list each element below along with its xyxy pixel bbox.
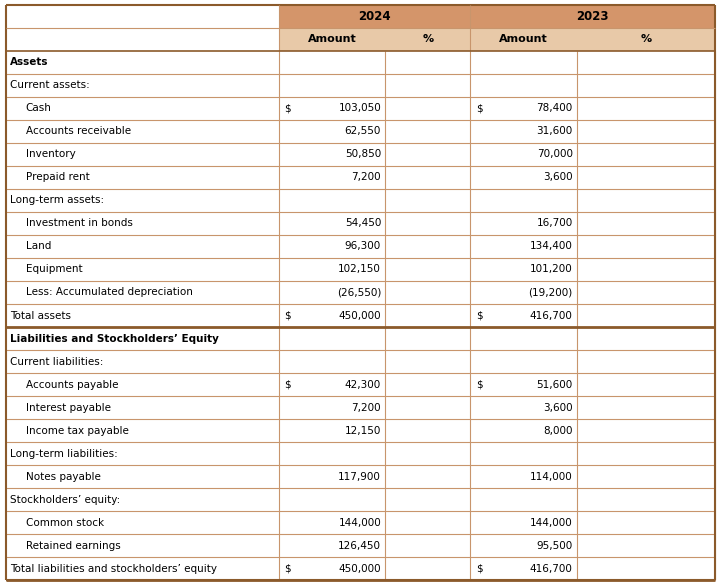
Text: 31,600: 31,600 — [536, 126, 572, 136]
Text: Current assets:: Current assets: — [10, 80, 90, 90]
Text: $: $ — [476, 564, 483, 574]
Text: Amount: Amount — [308, 34, 356, 44]
Text: 101,200: 101,200 — [530, 264, 572, 274]
Text: Income tax payable: Income tax payable — [26, 426, 128, 436]
Text: Amount: Amount — [500, 34, 548, 44]
Text: 50,850: 50,850 — [345, 149, 381, 159]
Text: Equipment: Equipment — [26, 264, 82, 274]
Text: 8,000: 8,000 — [543, 426, 572, 436]
Bar — [6, 189, 715, 212]
Text: 95,500: 95,500 — [536, 541, 572, 551]
Bar — [6, 5, 279, 27]
Text: 450,000: 450,000 — [338, 311, 381, 321]
Bar — [6, 120, 715, 143]
Text: Long-term liabilities:: Long-term liabilities: — [10, 449, 118, 459]
Bar — [6, 488, 715, 511]
Text: %: % — [640, 34, 652, 44]
Text: 96,300: 96,300 — [345, 242, 381, 252]
Text: (19,200): (19,200) — [528, 287, 572, 298]
Bar — [6, 442, 715, 465]
Text: $: $ — [285, 311, 291, 321]
Bar — [6, 143, 715, 166]
Bar — [279, 27, 471, 51]
Text: 416,700: 416,700 — [530, 311, 572, 321]
Bar — [6, 281, 715, 304]
Text: 103,050: 103,050 — [338, 104, 381, 113]
Text: 450,000: 450,000 — [338, 564, 381, 574]
Bar — [6, 74, 715, 97]
Text: 416,700: 416,700 — [530, 564, 572, 574]
Text: 7,200: 7,200 — [351, 402, 381, 412]
Text: 3,600: 3,600 — [543, 173, 572, 183]
Bar — [6, 396, 715, 419]
Text: 16,700: 16,700 — [536, 218, 572, 228]
Bar — [6, 304, 715, 327]
Bar — [6, 511, 715, 534]
Text: 12,150: 12,150 — [345, 426, 381, 436]
Text: Land: Land — [26, 242, 51, 252]
Text: $: $ — [476, 311, 483, 321]
Text: %: % — [423, 34, 433, 44]
Text: 51,600: 51,600 — [536, 380, 572, 390]
Text: 114,000: 114,000 — [530, 472, 572, 481]
Text: $: $ — [285, 564, 291, 574]
Bar — [6, 419, 715, 442]
Bar — [6, 327, 715, 350]
Text: 144,000: 144,000 — [530, 518, 572, 528]
Bar — [6, 258, 715, 281]
Text: Long-term assets:: Long-term assets: — [10, 195, 105, 205]
Bar — [6, 166, 715, 189]
Text: Inventory: Inventory — [26, 149, 76, 159]
Bar — [6, 51, 715, 74]
Text: 42,300: 42,300 — [345, 380, 381, 390]
Text: Total assets: Total assets — [10, 311, 71, 321]
Text: Accounts payable: Accounts payable — [26, 380, 118, 390]
Text: 7,200: 7,200 — [351, 173, 381, 183]
Bar — [6, 465, 715, 488]
Text: 70,000: 70,000 — [536, 149, 572, 159]
Text: 62,550: 62,550 — [345, 126, 381, 136]
Text: 117,900: 117,900 — [338, 472, 381, 481]
Text: 102,150: 102,150 — [338, 264, 381, 274]
Text: Assets: Assets — [10, 57, 48, 67]
Text: Common stock: Common stock — [26, 518, 104, 528]
Bar — [279, 5, 471, 27]
Text: Liabilities and Stockholders’ Equity: Liabilities and Stockholders’ Equity — [10, 333, 219, 343]
Bar — [6, 534, 715, 558]
Bar — [6, 235, 715, 258]
Text: Less: Accumulated depreciation: Less: Accumulated depreciation — [26, 287, 193, 298]
Text: Investment in bonds: Investment in bonds — [26, 218, 133, 228]
Bar — [6, 350, 715, 373]
Text: Retained earnings: Retained earnings — [26, 541, 120, 551]
Bar — [6, 212, 715, 235]
Text: 126,450: 126,450 — [338, 541, 381, 551]
Bar — [6, 373, 715, 396]
Text: 54,450: 54,450 — [345, 218, 381, 228]
Text: Cash: Cash — [26, 104, 52, 113]
Text: Current liabilities:: Current liabilities: — [10, 357, 104, 367]
Text: 144,000: 144,000 — [338, 518, 381, 528]
Text: $: $ — [476, 380, 483, 390]
Bar — [6, 97, 715, 120]
Text: Stockholders’ equity:: Stockholders’ equity: — [10, 495, 120, 505]
Text: $: $ — [476, 104, 483, 113]
Text: Total liabilities and stockholders’ equity: Total liabilities and stockholders’ equi… — [10, 564, 217, 574]
Bar — [6, 27, 279, 51]
Text: $: $ — [285, 380, 291, 390]
Bar — [471, 27, 715, 51]
Text: 78,400: 78,400 — [536, 104, 572, 113]
Text: 2023: 2023 — [577, 10, 609, 23]
Text: Interest payable: Interest payable — [26, 402, 111, 412]
Text: Prepaid rent: Prepaid rent — [26, 173, 89, 183]
Bar — [6, 558, 715, 580]
Text: 3,600: 3,600 — [543, 402, 572, 412]
Text: 134,400: 134,400 — [530, 242, 572, 252]
Bar — [471, 5, 715, 27]
Text: Notes payable: Notes payable — [26, 472, 100, 481]
Text: Accounts receivable: Accounts receivable — [26, 126, 131, 136]
Text: 2024: 2024 — [358, 10, 391, 23]
Text: (26,550): (26,550) — [337, 287, 381, 298]
Text: $: $ — [285, 104, 291, 113]
